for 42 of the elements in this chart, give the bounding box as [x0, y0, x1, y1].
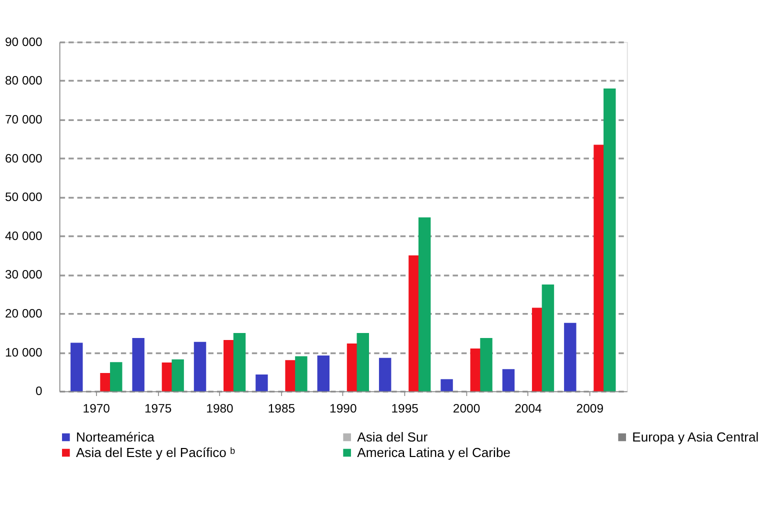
legend-label: Norteamérica: [76, 430, 156, 445]
bar: [132, 338, 144, 392]
x-tick-label: 1995: [391, 402, 419, 416]
bar: [256, 374, 268, 392]
y-tick-label: 20 000: [4, 306, 43, 321]
x-tick-label: 2004: [514, 402, 542, 416]
bar: [440, 379, 453, 392]
legend-label: Asia del Sur: [357, 430, 428, 445]
bar: [356, 332, 369, 392]
legend-label: Asia del Este y el Pacífico ᵇ: [76, 445, 236, 460]
bar: [480, 338, 492, 392]
bar: [110, 362, 122, 392]
y-tick-label: 70 000: [4, 112, 43, 126]
bar: [378, 358, 392, 392]
x-tick-label: 2000: [452, 402, 480, 416]
bar: [70, 342, 83, 392]
bar: [194, 342, 206, 392]
bar: [295, 356, 308, 392]
y-tick-label: 60 000: [4, 151, 43, 166]
x-tick-label: 1990: [330, 402, 357, 416]
y-tick-label: 0: [36, 384, 43, 398]
bar: [502, 369, 515, 392]
bar: [317, 355, 330, 392]
bar: [564, 322, 576, 392]
legend-label: America Latina y el Caribe: [357, 445, 510, 460]
x-tick-label: 1975: [144, 402, 172, 416]
x-tick-label: 1980: [206, 402, 234, 416]
bar: [233, 332, 246, 392]
y-tick-label: 40 000: [4, 228, 43, 243]
y-tick-label: 90 000: [4, 34, 43, 49]
bar: [542, 284, 554, 392]
y-tick-label: 50 000: [4, 190, 43, 204]
y-tick-label: 10 000: [4, 345, 43, 360]
y-tick-label: 80 000: [4, 74, 43, 88]
bar: [418, 217, 431, 392]
x-tick-label: 1985: [268, 402, 296, 416]
x-tick-label: 1970: [82, 402, 110, 416]
legend-label: Europa y Asia Central: [632, 430, 759, 445]
x-tick-label: 2009: [576, 402, 604, 416]
y-tick-label: 30 000: [4, 268, 43, 282]
bar: [604, 88, 616, 392]
bar: [172, 359, 184, 392]
